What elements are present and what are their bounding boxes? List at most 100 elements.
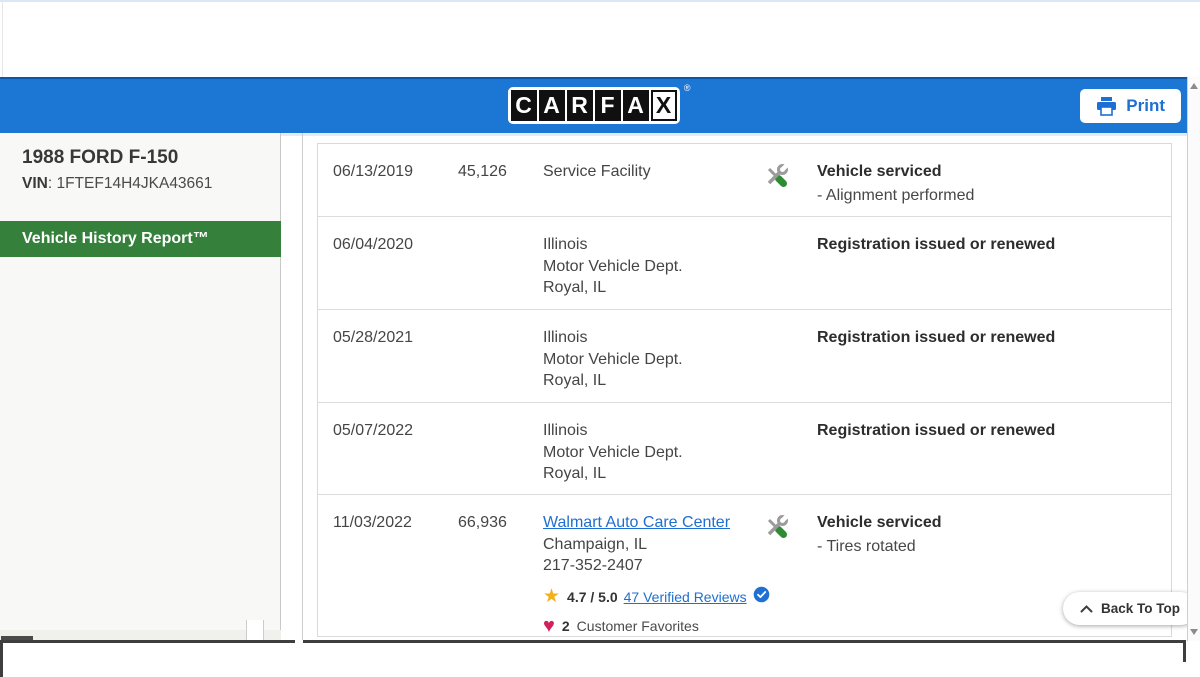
history-row: 05/28/2021 Illinois Motor Vehicle Dept. Roy… (318, 309, 1171, 402)
print-button[interactable]: Print (1080, 89, 1181, 123)
logo-letter: R (566, 90, 593, 121)
event-title: Vehicle serviced (817, 514, 942, 531)
source-line: Motor Vehicle Dept. (543, 350, 683, 368)
frame-border-bottom-right (1183, 640, 1186, 662)
header-shadow-strip (0, 133, 1187, 136)
event-detail: - Alignment performed (817, 187, 975, 204)
sidebar-bottom-scroll-thumb[interactable] (1, 636, 33, 640)
rating-row: ★ 4.7 / 5.0 47 Verified Reviews (543, 586, 769, 609)
event-title: Registration issued or renewed (817, 422, 1056, 439)
favorites-label: Customer Favorites (576, 617, 699, 634)
event-icon-cell (761, 512, 817, 637)
event-icon-cell (761, 234, 817, 309)
event-date: 06/04/2020 (333, 236, 414, 253)
vin-value: 1FTEF14H4JKA43661 (56, 175, 213, 192)
source-link[interactable]: Walmart Auto Care Center (543, 514, 731, 531)
vin-line: VIN: 1FTEF14H4JKA43661 (22, 175, 280, 193)
logo-letter: C (510, 90, 537, 121)
source-line: Champaign, IL (543, 535, 648, 553)
history-row: 06/13/2019 45,126 Service Facility Vehicle … (318, 144, 1171, 216)
event-source: Walmart Auto Care Center Champaign, IL 217… (543, 512, 769, 637)
vin-separator: : (47, 175, 57, 192)
source-line: Motor Vehicle Dept. (543, 443, 683, 461)
rating-score: 4.7 / 5.0 (567, 588, 618, 605)
source-line: Royal, IL (543, 279, 607, 296)
content-divider (302, 133, 303, 641)
event-source: Illinois Motor Vehicle Dept. Royal, IL (543, 234, 761, 309)
verified-badge (753, 586, 770, 609)
report-banner: Vehicle History Report™ (0, 221, 281, 257)
source-line: Motor Vehicle Dept. (543, 257, 683, 275)
event-mileage: 45,126 (458, 163, 507, 180)
logo-letter: X (650, 90, 677, 121)
event-description: Vehicle serviced - Tires rotated (817, 512, 1161, 637)
event-mileage (458, 327, 543, 402)
event-description: Registration issued or renewed (817, 420, 1161, 494)
favorites-row: ♥ 2 Customer Favorites (543, 616, 761, 637)
event-title: Vehicle serviced (817, 163, 942, 180)
print-button-label: Print (1126, 96, 1165, 115)
logo-letter: A (622, 90, 649, 121)
frame-border-bottom (0, 640, 1186, 643)
event-icon-cell (761, 327, 817, 402)
event-description: Registration issued or renewed (817, 234, 1161, 309)
history-row: 05/07/2022 Illinois Motor Vehicle Dept. Roy… (318, 402, 1171, 494)
logo-letter: A (538, 90, 565, 121)
registered-trademark: ® (683, 83, 691, 93)
event-mileage (458, 420, 543, 494)
frame-border-bottom-left (0, 640, 3, 677)
chevron-up-icon (1080, 604, 1093, 612)
heart-icon: ♥ (543, 615, 555, 637)
back-to-top-label: Back To Top (1101, 601, 1181, 616)
vertical-scrollbar[interactable] (1187, 77, 1200, 641)
source-line: 217-352-2407 (543, 557, 643, 574)
scrollbar-down-arrow-icon[interactable] (1190, 629, 1198, 635)
event-title: Registration issued or renewed (817, 236, 1056, 253)
event-detail: - Tires rotated (817, 538, 916, 555)
source-link-line: Walmart Auto Care Center (543, 512, 761, 534)
logo-letter: F (594, 90, 621, 121)
verified-badge-icon (753, 586, 769, 602)
back-to-top-button[interactable]: Back To Top (1063, 592, 1198, 625)
scrollbar-up-arrow-icon[interactable] (1190, 83, 1198, 89)
frame-border-top (0, 0, 1200, 2)
source-line: Royal, IL (543, 372, 607, 389)
frame-corner-notch (246, 620, 264, 641)
history-row: 11/03/2022 66,936 Walmart Auto Care Center… (318, 494, 1171, 636)
source-line: Royal, IL (543, 465, 607, 482)
event-mileage (458, 234, 543, 309)
event-date: 05/07/2022 (333, 422, 414, 439)
event-description: Vehicle serviced - Alignment performed (817, 161, 1161, 216)
event-mileage: 66,936 (458, 514, 507, 531)
event-icon-cell (761, 161, 817, 216)
event-description: Registration issued or renewed (817, 327, 1161, 402)
event-icon-cell (761, 420, 817, 494)
source-line: Illinois (543, 422, 588, 439)
history-row: 06/04/2020 Illinois Motor Vehicle Dept. Roy… (318, 216, 1171, 309)
event-title: Registration issued or renewed (817, 329, 1056, 346)
vin-label: VIN (22, 175, 48, 192)
event-date: 06/13/2019 (333, 163, 414, 180)
verified-reviews-link[interactable]: 47 Verified Reviews (623, 588, 747, 605)
source-line: Illinois (543, 329, 588, 346)
source-line: Illinois (543, 236, 588, 253)
event-source: Service Facility (543, 161, 761, 216)
event-date: 05/28/2021 (333, 329, 414, 346)
event-source: Illinois Motor Vehicle Dept. Royal, IL (543, 420, 761, 494)
event-source: Illinois Motor Vehicle Dept. Royal, IL (543, 327, 761, 402)
star-icon: ★ (543, 586, 561, 607)
source-line: Service Facility (543, 163, 651, 180)
service-wrench-icon (767, 161, 791, 187)
printer-icon (1097, 96, 1117, 116)
service-wrench-icon (767, 512, 791, 538)
history-table: 06/13/2019 45,126 Service Facility Vehicle … (317, 143, 1172, 637)
sidebar: 1988 FORD F-150 VIN: 1FTEF14H4JKA43661 V… (0, 133, 281, 641)
event-date: 11/03/2022 (333, 514, 412, 531)
frame-border-gap (295, 640, 303, 643)
favorites-count: 2 (561, 617, 570, 634)
sidebar-bottom-scroll-track[interactable] (0, 630, 281, 641)
